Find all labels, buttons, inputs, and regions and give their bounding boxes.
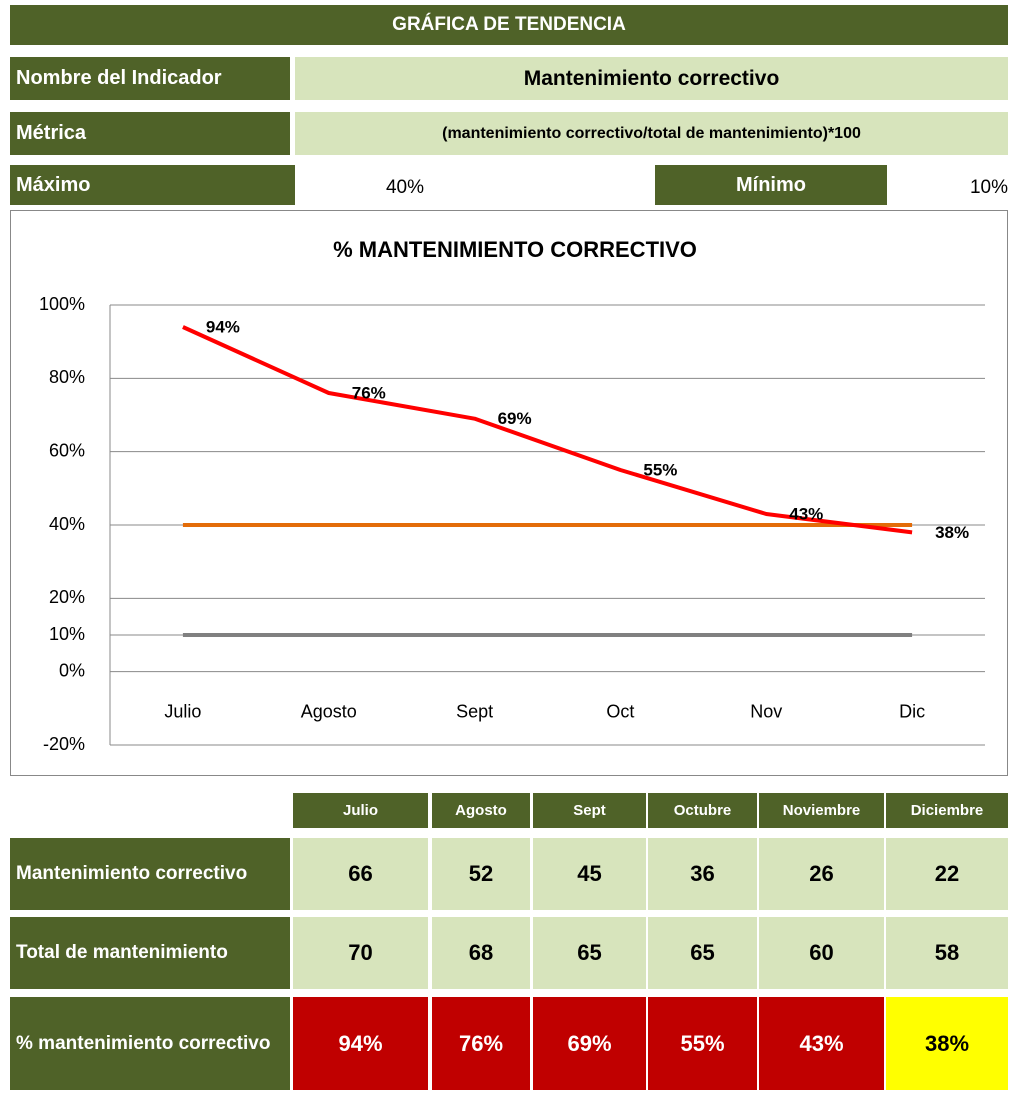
y-tick-label: 10% [49, 624, 85, 644]
data-label: 38% [935, 523, 969, 542]
chart: % MANTENIMIENTO CORRECTIVO -20% 0% 10% 20% 4… [10, 210, 1008, 776]
x-tick-label: Oct [606, 701, 634, 721]
table-cell: 45 [533, 838, 646, 910]
min-value: 10% [969, 177, 1008, 198]
min-label: Mínimo [655, 165, 887, 205]
table-cell: 66 [293, 838, 428, 910]
table-cell: 58 [886, 917, 1008, 989]
data-label: 43% [789, 504, 823, 523]
column-header: Diciembre [886, 793, 1008, 828]
y-tick-label: -20% [43, 734, 85, 754]
data-label: 94% [206, 317, 240, 336]
table-cell: 65 [533, 917, 646, 989]
table-cell: 68 [432, 917, 530, 989]
indicator-label: Nombre del Indicador [10, 57, 290, 100]
data-label: 55% [643, 460, 677, 479]
y-tick-label: 40% [49, 514, 85, 534]
table-cell: 94% [293, 997, 428, 1090]
table-cell: 76% [432, 997, 530, 1090]
x-tick-label: Sept [456, 701, 493, 721]
table-cell: 70 [293, 917, 428, 989]
metric-label: Métrica [10, 112, 290, 155]
x-tick-label: Nov [750, 701, 782, 721]
table-cell: 55% [648, 997, 757, 1090]
row-label: % mantenimiento correctivo [10, 997, 290, 1090]
x-tick-label: Agosto [301, 701, 357, 721]
column-header: Noviembre [759, 793, 884, 828]
max-label: Máximo [10, 165, 295, 205]
page-title: GRÁFICA DE TENDENCIA [10, 5, 1008, 45]
y-tick-label: 100% [39, 294, 85, 314]
column-header: Julio [293, 793, 428, 828]
line-series [182, 325, 913, 535]
y-tick-label: 80% [49, 367, 85, 387]
indicator-value: Mantenimiento correctivo [295, 57, 1008, 100]
data-label: 69% [498, 409, 532, 428]
table-cell: 52 [432, 838, 530, 910]
metric-value: (mantenimiento correctivo/total de mante… [295, 112, 1008, 155]
table-cell: 65 [648, 917, 757, 989]
y-tick-label: 20% [49, 587, 85, 607]
x-tick-label: Julio [164, 701, 201, 721]
table-cell: 22 [886, 838, 1008, 910]
table-cell: 26 [759, 838, 884, 910]
y-tick-label: 0% [59, 660, 85, 680]
table-cell: 69% [533, 997, 646, 1090]
chart-title: % MANTENIMIENTO CORRECTIVO [333, 237, 697, 262]
y-tick-label: 60% [49, 440, 85, 460]
x-tick-label: Dic [899, 701, 925, 721]
column-header: Agosto [432, 793, 530, 828]
data-label: 76% [352, 383, 386, 402]
row-label: Mantenimiento correctivo [10, 838, 290, 910]
column-header: Sept [533, 793, 646, 828]
table-cell: 38% [886, 997, 1008, 1090]
chart-frame [10, 210, 1008, 776]
table-cell: 43% [759, 997, 884, 1090]
max-value: 40% [385, 177, 425, 198]
table-cell: 60 [759, 917, 884, 989]
column-header: Octubre [648, 793, 757, 828]
table-cell: 36 [648, 838, 757, 910]
row-label: Total de mantenimiento [10, 917, 290, 989]
